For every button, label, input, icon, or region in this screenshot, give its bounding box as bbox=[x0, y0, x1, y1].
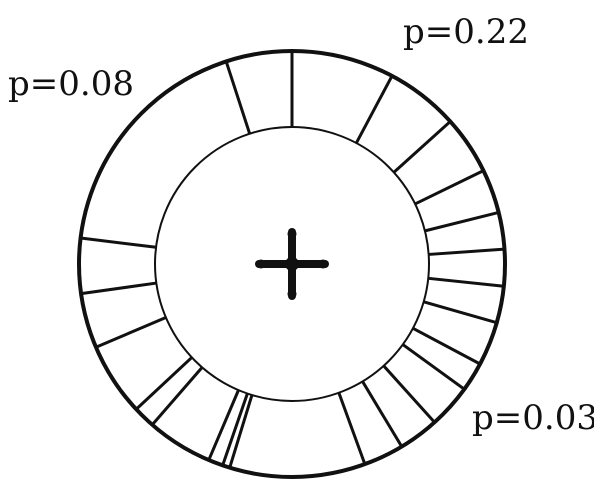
segment-line-17 bbox=[135, 356, 193, 411]
fixation-cross-icon bbox=[255, 228, 329, 300]
annotation-bottom-right: p=0.03 bbox=[472, 398, 594, 438]
segment-line-15 bbox=[207, 389, 240, 461]
segment-line-5 bbox=[428, 247, 505, 256]
segment-line-16 bbox=[151, 366, 204, 426]
segment-line-4 bbox=[424, 211, 500, 233]
segment-line-20 bbox=[80, 236, 157, 249]
segment-line-13 bbox=[228, 394, 254, 469]
annotation-top-left: p=0.08 bbox=[8, 64, 134, 104]
segment-line-10 bbox=[382, 364, 436, 424]
segment-line-3 bbox=[414, 169, 485, 206]
segment-line-18 bbox=[95, 316, 167, 349]
segment-line-1 bbox=[354, 75, 394, 144]
segment-line-21 bbox=[224, 60, 252, 135]
segment-line-7 bbox=[423, 300, 498, 325]
segment-line-9 bbox=[401, 343, 466, 391]
segment-line-14 bbox=[221, 393, 249, 466]
annotation-top-right: p=0.22 bbox=[403, 12, 529, 52]
segment-line-8 bbox=[412, 326, 481, 366]
annotation-group: p=0.22 p=0.08 p=0.03 bbox=[8, 12, 594, 438]
segment-line-19 bbox=[80, 281, 157, 296]
segment-line-11 bbox=[361, 380, 403, 448]
segment-line-6 bbox=[428, 276, 504, 288]
segment-line-2 bbox=[392, 120, 452, 174]
segment-line-12 bbox=[337, 392, 367, 465]
segment-lines bbox=[80, 51, 505, 469]
